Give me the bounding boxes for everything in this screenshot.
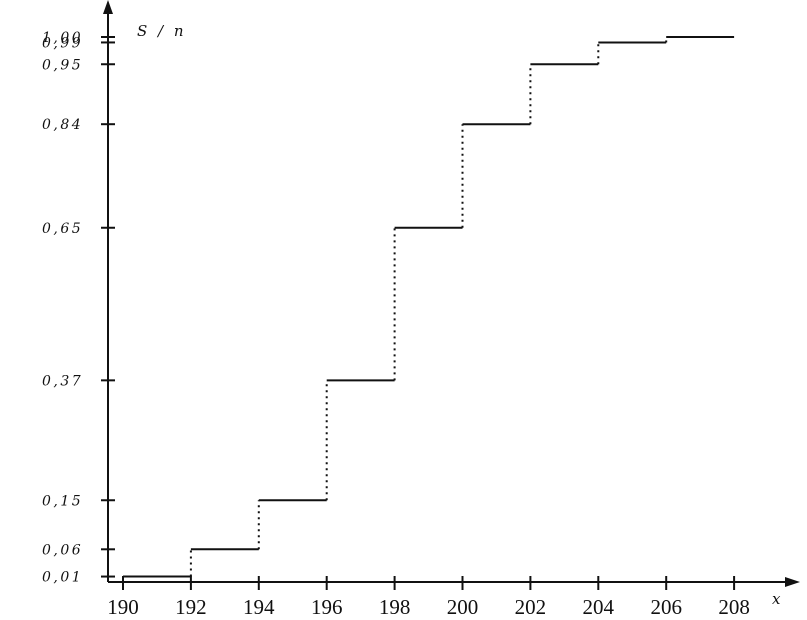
x-tick-label: 190 xyxy=(107,595,139,619)
x-tick-label: 192 xyxy=(175,595,207,619)
x-tick-label: 208 xyxy=(718,595,750,619)
y-tick-label: 0,01 xyxy=(42,570,83,586)
x-tick-label: 198 xyxy=(379,595,411,619)
y-axis-label: S / n xyxy=(137,22,187,40)
y-tick-label: 0,15 xyxy=(42,493,83,509)
x-tick-label: 204 xyxy=(583,595,615,619)
axes: S / n x xyxy=(103,0,800,608)
y-tick-label: 0,06 xyxy=(42,542,83,558)
y-tick-label: 1,00 xyxy=(42,30,83,46)
y-tick-label: 0,99 xyxy=(42,35,83,51)
y-tick-label: 0,95 xyxy=(42,57,83,73)
x-tick-label: 206 xyxy=(650,595,682,619)
x-axis-label: x xyxy=(772,590,783,608)
y-tick-label: 0,37 xyxy=(42,373,83,389)
x-tick-label: 194 xyxy=(243,595,275,619)
x-tick-label: 196 xyxy=(311,595,343,619)
y-tick-label: 0,65 xyxy=(42,221,83,237)
y-tick-label: 0,84 xyxy=(42,117,83,133)
y-axis-arrow-icon xyxy=(103,0,113,14)
x-tick-label: 202 xyxy=(515,595,547,619)
x-ticks: 190 192 194 196 198 200 202 204 206 208 xyxy=(107,576,750,619)
step-series xyxy=(122,36,735,582)
x-axis-arrow-icon xyxy=(785,577,800,587)
y-ticks: 0,01 0,06 0,15 0,37 0,65 0,84 0,95 0,991,00 xyxy=(42,30,115,586)
x-tick-label: 200 xyxy=(447,595,479,619)
